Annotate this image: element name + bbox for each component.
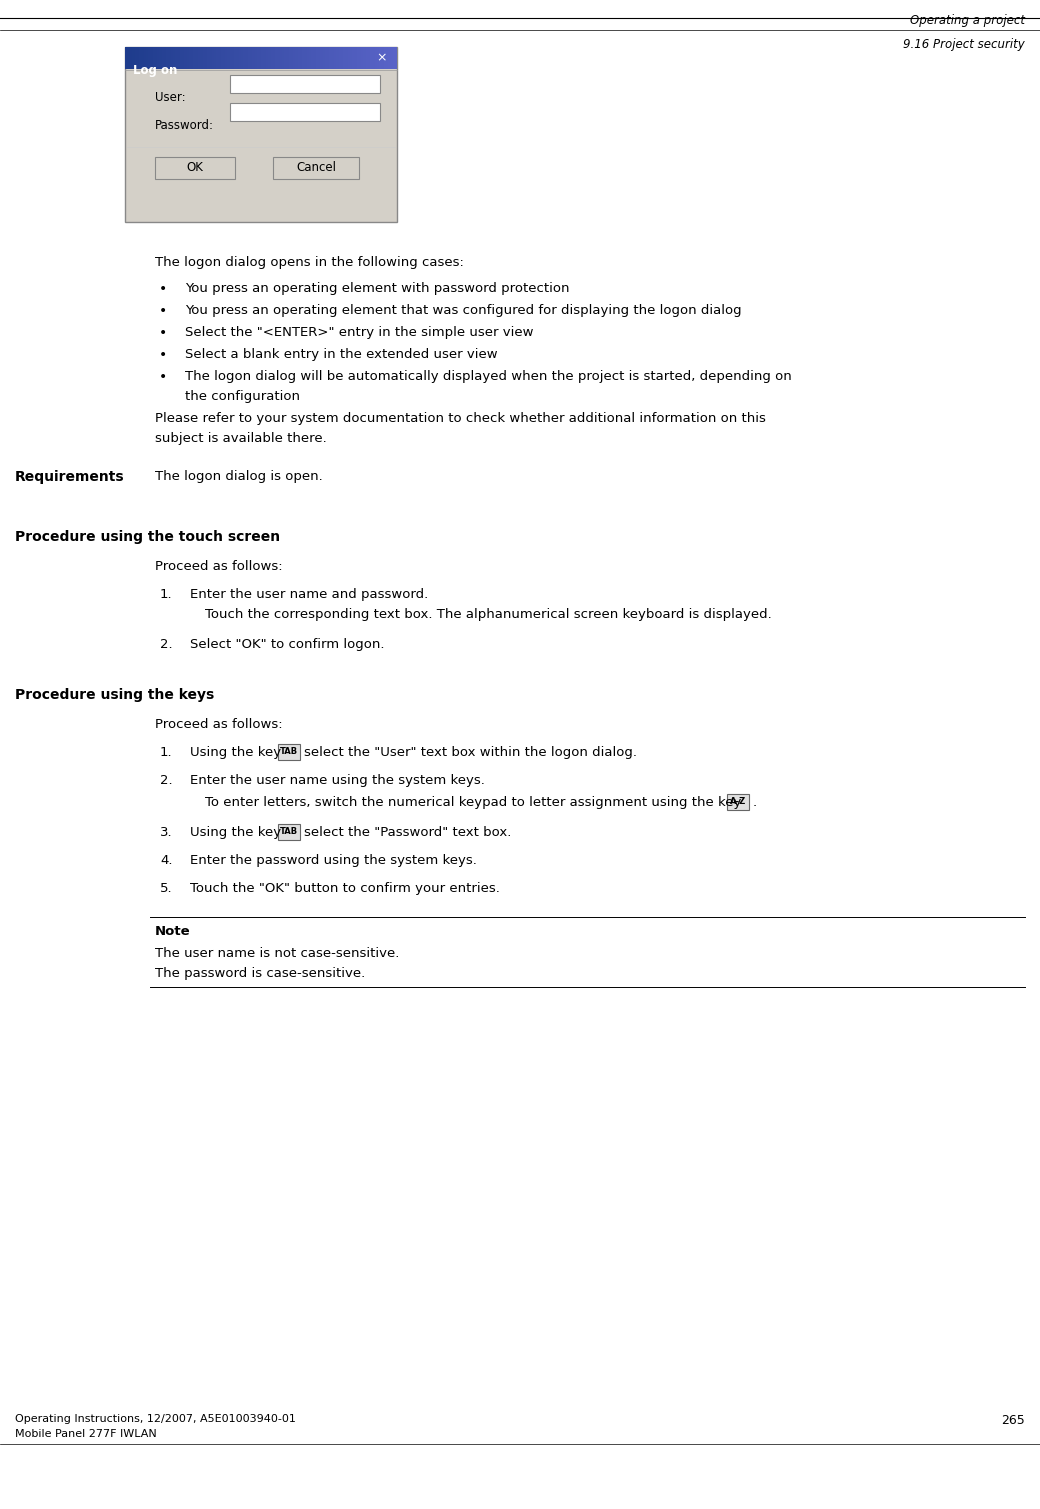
Text: OK: OK bbox=[186, 161, 204, 174]
Text: Enter the password using the system keys.: Enter the password using the system keys… bbox=[190, 854, 477, 868]
Text: select the "Password" text box.: select the "Password" text box. bbox=[304, 825, 512, 839]
Text: Cancel: Cancel bbox=[296, 161, 336, 174]
Text: A-Z: A-Z bbox=[730, 797, 746, 806]
Text: •: • bbox=[159, 370, 167, 383]
Bar bbox=[230, 75, 380, 94]
Text: Procedure using the keys: Procedure using the keys bbox=[15, 688, 214, 702]
Text: To enter letters, switch the numerical keypad to letter assignment using the key: To enter letters, switch the numerical k… bbox=[205, 797, 742, 809]
Text: Log on: Log on bbox=[133, 63, 178, 77]
Text: 2.: 2. bbox=[160, 638, 173, 650]
Text: Proceed as follows:: Proceed as follows: bbox=[155, 718, 283, 730]
Text: 3.: 3. bbox=[160, 825, 173, 839]
Text: the configuration: the configuration bbox=[185, 389, 300, 403]
Text: 1.: 1. bbox=[160, 589, 173, 601]
Text: 2.: 2. bbox=[160, 774, 173, 788]
Text: .: . bbox=[753, 797, 757, 809]
Text: TAB: TAB bbox=[280, 827, 298, 836]
Bar bbox=[272, 157, 359, 180]
Text: •: • bbox=[159, 349, 167, 362]
Text: Requirements: Requirements bbox=[15, 469, 125, 484]
Text: TAB: TAB bbox=[280, 747, 298, 756]
Bar bbox=[278, 824, 300, 841]
Text: The logon dialog opens in the following cases:: The logon dialog opens in the following … bbox=[155, 257, 464, 269]
Text: Mobile Panel 277F IWLAN: Mobile Panel 277F IWLAN bbox=[15, 1429, 157, 1440]
Text: Touch the "OK" button to confirm your entries.: Touch the "OK" button to confirm your en… bbox=[190, 881, 500, 895]
Text: •: • bbox=[159, 282, 167, 296]
Text: select the "User" text box within the logon dialog.: select the "User" text box within the lo… bbox=[304, 745, 636, 759]
Text: Procedure using the touch screen: Procedure using the touch screen bbox=[15, 530, 280, 545]
Text: 1.: 1. bbox=[160, 745, 173, 759]
Text: 5.: 5. bbox=[160, 881, 173, 895]
Bar bbox=[727, 794, 749, 810]
Text: User:: User: bbox=[155, 91, 185, 104]
Text: 4.: 4. bbox=[160, 854, 173, 868]
Bar bbox=[125, 47, 397, 69]
Text: You press an operating element with password protection: You press an operating element with pass… bbox=[185, 282, 570, 294]
Bar bbox=[230, 103, 380, 121]
Text: The user name is not case-sensitive.: The user name is not case-sensitive. bbox=[155, 948, 399, 960]
Text: Select "OK" to confirm logon.: Select "OK" to confirm logon. bbox=[190, 638, 385, 650]
Text: Password:: Password: bbox=[155, 119, 214, 131]
Bar bbox=[125, 47, 397, 222]
Text: Proceed as follows:: Proceed as follows: bbox=[155, 560, 283, 573]
Text: Using the key: Using the key bbox=[190, 745, 281, 759]
Text: ×: × bbox=[376, 51, 387, 63]
Text: Enter the user name using the system keys.: Enter the user name using the system key… bbox=[190, 774, 485, 788]
Text: 9.16 Project security: 9.16 Project security bbox=[904, 38, 1025, 51]
Text: Select the "<ENTER>" entry in the simple user view: Select the "<ENTER>" entry in the simple… bbox=[185, 326, 534, 340]
Text: 265: 265 bbox=[1002, 1414, 1025, 1428]
Text: Operating Instructions, 12/2007, A5E01003940-01: Operating Instructions, 12/2007, A5E0100… bbox=[15, 1414, 295, 1424]
Text: subject is available there.: subject is available there. bbox=[155, 432, 327, 445]
Text: Please refer to your system documentation to check whether additional informatio: Please refer to your system documentatio… bbox=[155, 412, 765, 426]
Text: You press an operating element that was configured for displaying the logon dial: You press an operating element that was … bbox=[185, 303, 742, 317]
Bar bbox=[155, 157, 235, 180]
Text: The logon dialog will be automatically displayed when the project is started, de: The logon dialog will be automatically d… bbox=[185, 370, 791, 383]
Text: The password is case-sensitive.: The password is case-sensitive. bbox=[155, 967, 365, 979]
Bar bbox=[278, 744, 300, 761]
Text: •: • bbox=[159, 303, 167, 318]
Text: Note: Note bbox=[155, 925, 190, 939]
Text: Select a blank entry in the extended user view: Select a blank entry in the extended use… bbox=[185, 349, 497, 361]
Text: The logon dialog is open.: The logon dialog is open. bbox=[155, 469, 322, 483]
Text: Using the key: Using the key bbox=[190, 825, 281, 839]
Text: Touch the corresponding text box. The alphanumerical screen keyboard is displaye: Touch the corresponding text box. The al… bbox=[205, 608, 772, 622]
Text: •: • bbox=[159, 326, 167, 340]
Text: Enter the user name and password.: Enter the user name and password. bbox=[190, 589, 428, 601]
Text: Operating a project: Operating a project bbox=[910, 14, 1025, 27]
